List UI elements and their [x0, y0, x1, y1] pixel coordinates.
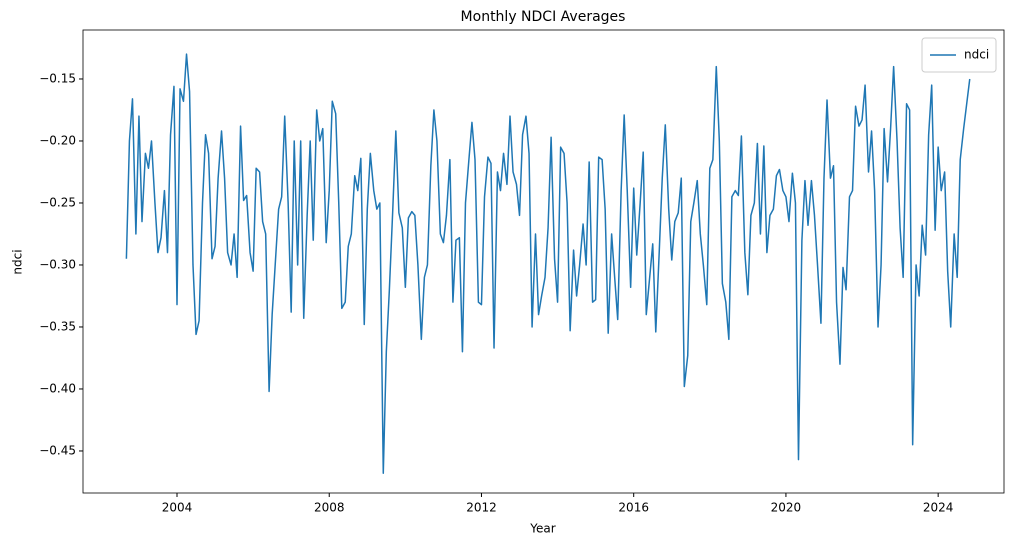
x-tick-label: 2012	[466, 501, 497, 515]
legend-label: ndci	[964, 48, 989, 62]
y-tick-label: −0.40	[39, 381, 76, 395]
y-tick-label: −0.35	[39, 319, 76, 333]
y-tick-label: −0.15	[39, 71, 76, 85]
y-axis-label: ndci	[11, 249, 25, 274]
y-tick-label: −0.30	[39, 257, 76, 271]
data-line	[125, 53, 971, 475]
x-tick-label: 2020	[771, 501, 802, 515]
y-tick-label: −0.25	[39, 195, 76, 209]
y-tick-label: −0.20	[39, 133, 76, 147]
x-tick-label: 2004	[162, 501, 193, 515]
x-tick-label: 2008	[314, 501, 345, 515]
x-axis-label: Year	[529, 522, 555, 536]
x-tick-label: 2024	[923, 501, 954, 515]
y-tick-label: −0.45	[39, 443, 76, 457]
x-tick-label: 2016	[618, 501, 649, 515]
chart-title: Monthly NDCI Averages	[461, 9, 626, 25]
plot-frame	[82, 29, 1005, 494]
legend-box	[921, 37, 997, 73]
